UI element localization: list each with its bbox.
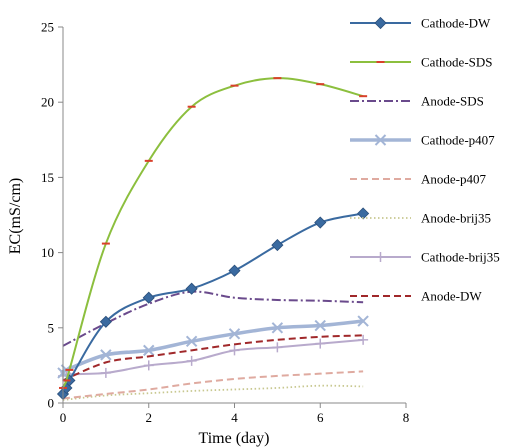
x-tick-label: 4	[231, 410, 238, 425]
data-point	[186, 355, 197, 366]
plot-lines	[56, 77, 370, 401]
x-axis-title: Time (day)	[199, 430, 270, 447]
legend-entry: Anode-brij35	[350, 211, 491, 226]
y-tick-label: 15	[41, 170, 54, 185]
x-tick-label: 6	[317, 410, 324, 425]
x-tick-label: 0	[60, 410, 67, 425]
series-line	[61, 338, 364, 377]
data-point	[142, 291, 155, 304]
series-anode-p407	[62, 370, 364, 400]
data-point	[143, 344, 155, 357]
tick-labels: 0 2 4 6 8 0 5 10 15 20 25	[41, 20, 409, 426]
data-point	[314, 319, 326, 332]
data-point	[357, 207, 370, 220]
series-anode-dw	[62, 334, 364, 382]
data-point	[272, 342, 283, 353]
legend-label: Cathode-SDS	[421, 55, 493, 70]
legend-label: Anode-brij35	[421, 211, 491, 226]
legend-entry: Anode-p407	[350, 172, 486, 187]
legend-marker	[375, 252, 386, 262]
series-line	[62, 334, 364, 382]
series-line	[62, 370, 364, 400]
legend-label: Anode-p407	[421, 172, 486, 187]
legend-entry: Anode-DW	[350, 289, 482, 304]
data-point	[315, 338, 326, 349]
x-tick-label: 2	[146, 410, 153, 425]
legend-label: Cathode-p407	[421, 133, 495, 148]
data-point	[100, 349, 112, 361]
legend-marker	[374, 134, 387, 146]
legend-entry: Anode-SDS	[350, 94, 484, 109]
series-cathode-dw	[56, 207, 370, 401]
series-line	[62, 77, 364, 389]
data-point	[271, 322, 284, 334]
y-tick-label: 10	[41, 245, 54, 260]
legend-label: Cathode-brij35	[421, 250, 500, 265]
data-point	[185, 282, 198, 295]
y-tick-label: 20	[41, 95, 54, 110]
data-point	[358, 334, 369, 345]
y-tick-label: 25	[41, 20, 54, 35]
x-tick-label: 8	[403, 410, 410, 425]
data-point	[271, 239, 284, 252]
data-point	[228, 264, 241, 277]
axes	[58, 26, 407, 408]
data-point	[100, 367, 111, 378]
legend-marker	[374, 16, 387, 30]
data-point	[185, 335, 198, 348]
y-tick-label: 0	[48, 396, 55, 411]
series-cathode-sds	[59, 77, 368, 389]
data-point	[229, 345, 240, 356]
data-point	[357, 315, 369, 327]
y-axis-title: EC(mS/cm)	[7, 178, 24, 254]
y-tick-label: 5	[48, 320, 55, 335]
legend-entry: Cathode-SDS	[350, 55, 493, 70]
legend-entry: Cathode-brij35	[350, 250, 500, 265]
data-point	[228, 328, 241, 340]
legend-label: Anode-SDS	[421, 94, 484, 109]
data-point	[99, 315, 112, 328]
legend-entry: Cathode-p407	[350, 133, 495, 148]
legend: Cathode-DW Cathode-SDS Anode-SDS Cathode-p4…	[350, 16, 500, 304]
data-point	[314, 216, 327, 229]
legend-label: Anode-DW	[421, 289, 482, 304]
legend-entry: Cathode-DW	[350, 16, 491, 31]
data-point	[143, 360, 154, 371]
legend-label: Cathode-DW	[421, 16, 491, 31]
